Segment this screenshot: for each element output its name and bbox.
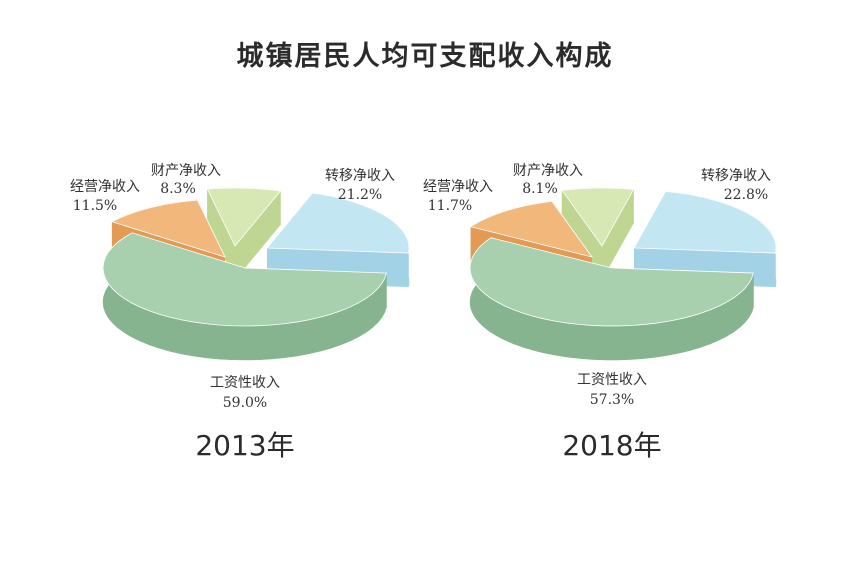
chart-title: 城镇居民人均可支配收入构成 (236, 41, 614, 72)
slice-value-label: 57.3% (590, 392, 634, 408)
slice-value-label: 8.1% (522, 181, 558, 197)
slice-name-label: 经营净收入 (423, 179, 493, 195)
slice-name-label: 工资性收入 (210, 375, 280, 391)
slice-财产净收入 (206, 187, 282, 247)
slice-经营净收入 (111, 199, 226, 258)
slice-value-label: 11.5% (73, 198, 117, 214)
slice-cut-wall (562, 190, 602, 280)
slice-name-label: 转移净收入 (325, 168, 395, 184)
slice-value-label: 11.7% (428, 198, 472, 214)
slice-工资性收入 (102, 232, 388, 327)
slice-经营净收入 (469, 200, 593, 258)
slice-工资性收入 (469, 237, 755, 327)
slice-转移净收入 (266, 192, 410, 254)
pie-chart-1: 工资性收入 57.3% 经营净收入 11.7% 财产净收入 8.1% 转移净收入 22.8% 2… (423, 163, 777, 462)
slice-value-label: 22.8% (724, 187, 768, 203)
slice-name-label: 工资性收入 (577, 372, 647, 388)
slice-name-label: 财产净收入 (513, 163, 583, 179)
slice-转移净收入 (633, 191, 777, 254)
slice-name-label: 转移净收入 (701, 168, 771, 184)
year-label: 2013年 (195, 429, 294, 462)
slice-value-label: 21.2% (338, 187, 382, 203)
slice-cut-wall (602, 189, 634, 280)
slice-name-label: 财产净收入 (151, 163, 221, 179)
pie-chart-0: 工资性收入 59.0% 经营净收入 11.5% 财产净收入 8.3% 转移净收入 21.2% 2… (70, 163, 410, 462)
slice-name-label: 经营净收入 (70, 179, 140, 195)
slice-cut-wall (207, 189, 235, 280)
slice-财产净收入 (561, 187, 635, 247)
slice-value-label: 59.0% (223, 395, 267, 411)
year-label: 2018年 (562, 429, 661, 462)
slice-value-label: 8.3% (160, 181, 196, 197)
slice-cut-wall (235, 191, 281, 280)
